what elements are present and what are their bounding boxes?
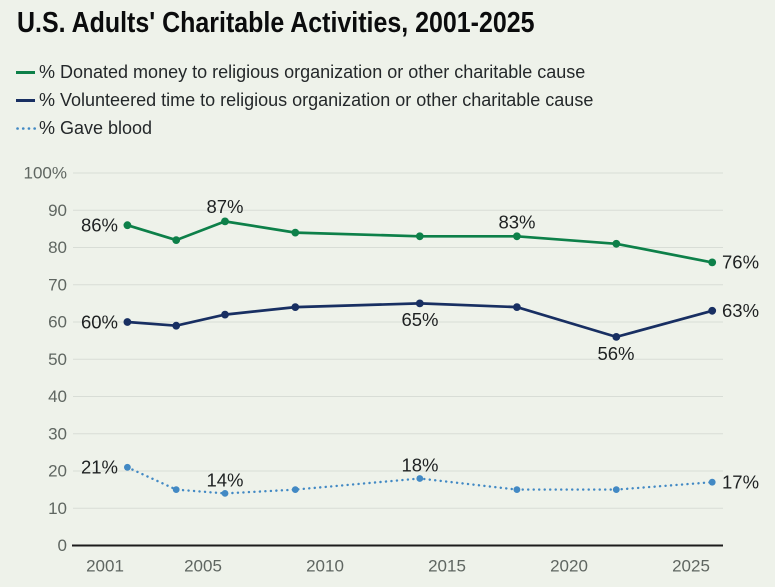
svg-text:0: 0 <box>58 536 67 555</box>
svg-text:10: 10 <box>48 499 67 518</box>
svg-text:17%: 17% <box>722 472 759 493</box>
svg-text:2025: 2025 <box>672 557 710 576</box>
svg-text:2015: 2015 <box>428 557 466 576</box>
svg-text:30: 30 <box>48 424 67 443</box>
svg-text:21%: 21% <box>81 457 118 478</box>
svg-text:86%: 86% <box>81 215 118 236</box>
svg-text:2020: 2020 <box>550 557 588 576</box>
svg-text:14%: 14% <box>206 470 243 491</box>
svg-text:76%: 76% <box>722 252 759 273</box>
svg-text:2001: 2001 <box>86 557 124 576</box>
svg-text:83%: 83% <box>498 212 535 233</box>
svg-text:80: 80 <box>48 238 67 257</box>
svg-text:63%: 63% <box>722 300 759 321</box>
svg-text:60: 60 <box>48 313 67 332</box>
svg-text:90: 90 <box>48 201 67 220</box>
svg-text:70: 70 <box>48 275 67 294</box>
svg-text:100%: 100% <box>24 164 67 183</box>
svg-text:65%: 65% <box>401 309 438 330</box>
svg-text:40: 40 <box>48 387 67 406</box>
svg-text:60%: 60% <box>81 312 118 333</box>
svg-text:50: 50 <box>48 350 67 369</box>
svg-text:18%: 18% <box>401 455 438 476</box>
svg-text:2005: 2005 <box>184 557 222 576</box>
svg-text:20: 20 <box>48 462 67 481</box>
svg-text:2010: 2010 <box>306 557 344 576</box>
svg-text:56%: 56% <box>597 343 634 364</box>
svg-text:87%: 87% <box>206 196 243 217</box>
